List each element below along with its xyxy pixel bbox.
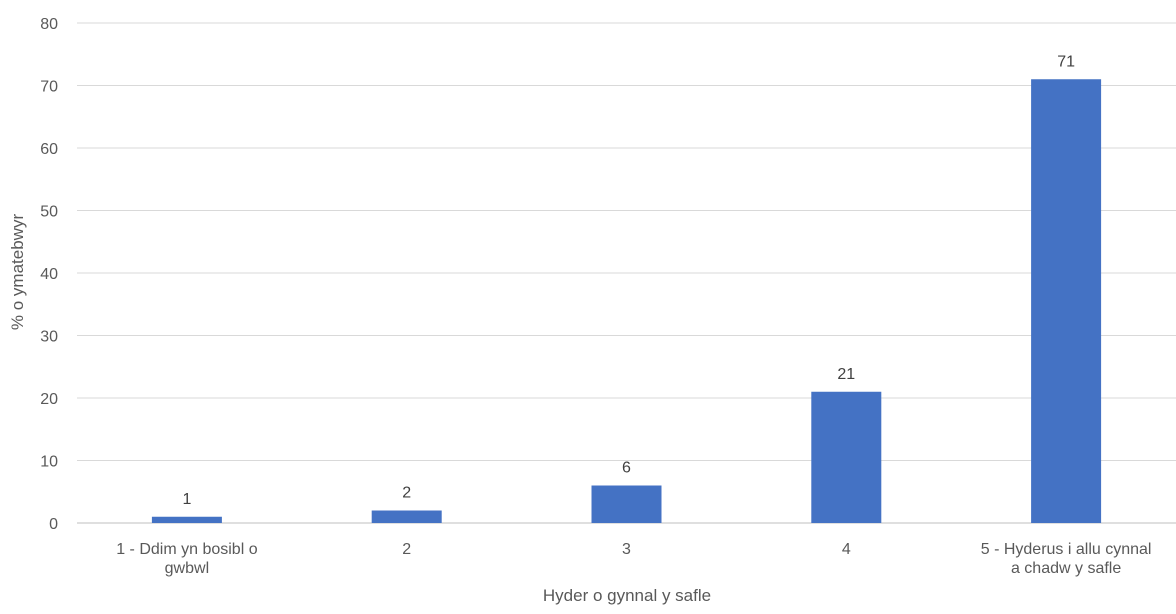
x-tick-label: 5 - Hyderus i allu cynnal a chadw y safle (981, 541, 1152, 577)
bar (151, 516, 222, 523)
bar (371, 510, 442, 523)
y-axis-ticks: 0 10 20 30 40 50 60 70 80 (40, 16, 58, 533)
bar (1031, 79, 1102, 523)
y-tick-label: 0 (49, 516, 58, 533)
data-label: 2 (402, 485, 411, 502)
x-tick-label: 2 (402, 541, 411, 558)
bar (591, 485, 662, 523)
gridlines (77, 22, 1176, 524)
bar (811, 391, 882, 523)
data-label: 21 (837, 366, 855, 383)
x-tick-label: 3 (622, 541, 631, 558)
y-tick-label: 40 (40, 266, 58, 283)
y-axis-title: % o ymatebwyr (8, 214, 27, 331)
x-axis-categories: 1 - Ddim yn bosibl o gwbwl 2 3 4 5 - Hyderus … (116, 541, 1151, 577)
y-tick-label: 60 (40, 141, 58, 158)
data-label: 6 (622, 460, 631, 477)
y-tick-label: 70 (40, 79, 58, 96)
y-tick-label: 80 (40, 16, 58, 33)
x-axis-title: Hyder o gynnal y safle (543, 586, 711, 605)
data-labels: 1 2 6 21 71 (182, 53, 1075, 508)
x-tick-label: 1 - Ddim yn bosibl o gwbwl (116, 541, 257, 577)
y-tick-label: 50 (40, 204, 58, 221)
y-tick-label: 20 (40, 391, 58, 408)
data-label: 71 (1057, 53, 1075, 70)
x-tick-label: 4 (842, 541, 851, 558)
y-tick-label: 10 (40, 454, 58, 471)
y-tick-label: 30 (40, 329, 58, 346)
bars (151, 79, 1102, 523)
data-label: 1 (182, 491, 191, 508)
